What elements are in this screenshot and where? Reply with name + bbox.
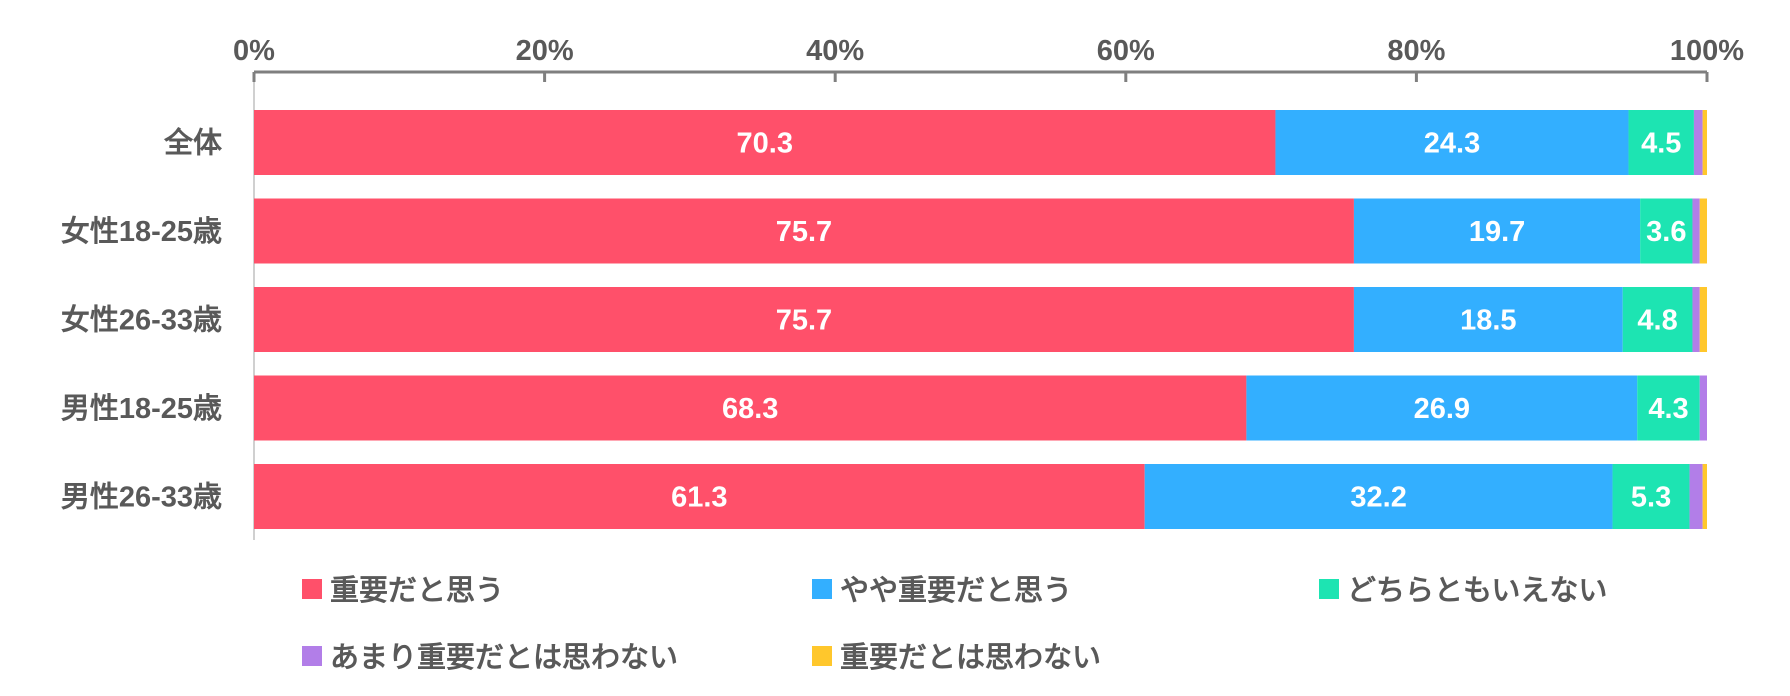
bar-segment	[1275, 110, 1629, 175]
legend-label: 重要だと思う	[330, 574, 504, 607]
data-label: 18.5	[1460, 305, 1516, 337]
legend-label: 重要だとは思わない	[840, 641, 1101, 674]
data-label: 70.3	[737, 128, 793, 160]
bar-segment	[1702, 110, 1707, 175]
bar-segment	[1637, 375, 1700, 441]
category-label: 女性18-25歳	[61, 214, 222, 248]
bar-segment	[1699, 375, 1707, 441]
legend-swatch	[302, 646, 322, 666]
x-tick-label: 100%	[1670, 35, 1744, 67]
data-label: 75.7	[776, 305, 832, 337]
data-label: 4.5	[1641, 128, 1681, 160]
bar-segment	[254, 287, 1354, 352]
bar-segment	[1692, 198, 1700, 264]
x-tick-label: 60%	[1097, 35, 1155, 67]
bar-segment	[1144, 464, 1613, 529]
legend-swatch	[812, 579, 832, 599]
x-tick-label: 0%	[233, 35, 275, 67]
data-label: 3.6	[1646, 216, 1686, 248]
data-label: 61.3	[671, 482, 727, 514]
bar-segment	[1693, 110, 1703, 175]
x-tick-label: 20%	[516, 35, 574, 67]
data-label: 26.9	[1414, 393, 1470, 425]
bar-segment	[254, 375, 1247, 441]
bar-segment	[254, 110, 1276, 175]
bar-segment	[1246, 375, 1638, 441]
legend-label: あまり重要だとは思わない	[330, 641, 678, 674]
bar-segment	[1353, 287, 1623, 352]
bar-segment	[1699, 287, 1707, 352]
x-tick-label: 40%	[806, 35, 864, 67]
legend-label: どちらともいえない	[1347, 574, 1607, 607]
data-label: 4.3	[1648, 393, 1688, 425]
bar-segment	[1699, 198, 1707, 264]
legend-swatch	[302, 579, 322, 599]
bar-segment	[1628, 110, 1694, 175]
data-label: 32.2	[1350, 482, 1406, 514]
bar-segment	[1689, 464, 1703, 529]
bar-segment	[1692, 287, 1700, 352]
bar-segment	[1702, 464, 1707, 529]
data-label: 75.7	[776, 216, 832, 248]
category-label: 男性26-33歳	[61, 481, 222, 514]
legend-swatch	[1319, 579, 1339, 599]
data-label: 24.3	[1424, 128, 1480, 160]
data-label: 68.3	[722, 393, 778, 425]
data-label: 5.3	[1631, 482, 1671, 514]
category-label: 女性26-33歳	[61, 303, 222, 337]
category-label: 男性18-25歳	[61, 392, 222, 425]
category-label: 全体	[163, 126, 223, 160]
bar-segment	[1353, 198, 1641, 264]
data-label: 19.7	[1469, 216, 1525, 248]
bar-segment	[1622, 287, 1693, 352]
legend-swatch	[812, 646, 832, 666]
data-label: 4.8	[1637, 305, 1677, 337]
bar-segment	[1612, 464, 1690, 529]
legend-label: やや重要だと思う	[840, 574, 1072, 607]
bar-segment	[1640, 198, 1693, 264]
bar-segment	[254, 464, 1145, 529]
bar-segment	[254, 198, 1354, 264]
x-tick-label: 80%	[1387, 35, 1445, 67]
